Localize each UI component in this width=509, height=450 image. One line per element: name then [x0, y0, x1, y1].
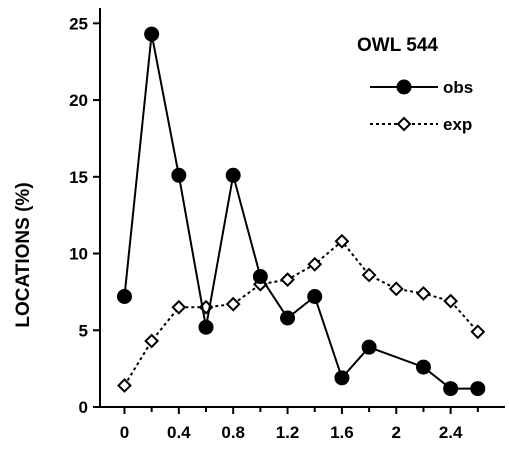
data-point-obs	[252, 269, 268, 285]
data-point-exp	[416, 286, 431, 301]
data-point-exp	[334, 233, 350, 249]
legend-marker-obs	[396, 79, 412, 95]
y-tick-label: 20	[69, 91, 88, 110]
data-point-obs	[470, 381, 486, 397]
y-tick-label: 5	[79, 321, 88, 340]
data-point-exp	[225, 296, 241, 312]
data-point-obs	[144, 26, 160, 42]
data-point-exp	[361, 267, 377, 283]
x-tick-label: 0.8	[221, 423, 245, 442]
y-tick-label: 25	[69, 14, 88, 33]
y-tick-label: 10	[69, 245, 88, 264]
legend-marker-exp	[396, 116, 412, 132]
data-point-obs	[443, 381, 459, 397]
x-tick-label: 0	[120, 423, 129, 442]
legend-label-obs: obs	[443, 78, 473, 97]
data-point-obs	[415, 359, 431, 375]
y-tick-label: 0	[79, 398, 88, 417]
chart-title: OWL 544	[357, 35, 438, 56]
data-point-obs	[198, 319, 214, 335]
data-point-obs	[307, 289, 323, 305]
data-point-obs	[334, 370, 350, 386]
x-tick-label: 2	[392, 423, 401, 442]
legend-label-exp: exp	[443, 115, 472, 134]
x-tick-label: 1.2	[276, 423, 300, 442]
data-point-obs	[171, 167, 187, 183]
axes: 0 5 10 15 20 25 0 0.4 0.8 1.2 1.6 2 2.4	[69, 8, 505, 442]
data-point-exp	[144, 333, 160, 349]
y-axis-label: LOCATIONS (%)	[13, 182, 34, 327]
series-obs	[116, 26, 486, 397]
data-point-obs	[361, 339, 377, 355]
data-point-exp	[307, 256, 323, 272]
data-point-exp	[171, 299, 187, 315]
x-tick-label: 1.6	[330, 423, 354, 442]
data-point-obs	[116, 289, 132, 305]
series-exp	[117, 233, 486, 393]
series-layer	[116, 26, 486, 397]
x-tick-label: 0.4	[167, 423, 191, 442]
data-point-exp	[117, 378, 132, 393]
x-tick-label: 2.4	[439, 423, 463, 442]
y-tick-label: 15	[69, 168, 88, 187]
data-point-exp	[280, 272, 295, 288]
data-point-obs	[225, 167, 241, 183]
data-point-obs	[280, 310, 296, 326]
legend: obs exp	[370, 78, 473, 134]
data-point-exp	[443, 293, 459, 309]
data-point-exp	[470, 324, 486, 340]
data-point-exp	[388, 281, 404, 297]
